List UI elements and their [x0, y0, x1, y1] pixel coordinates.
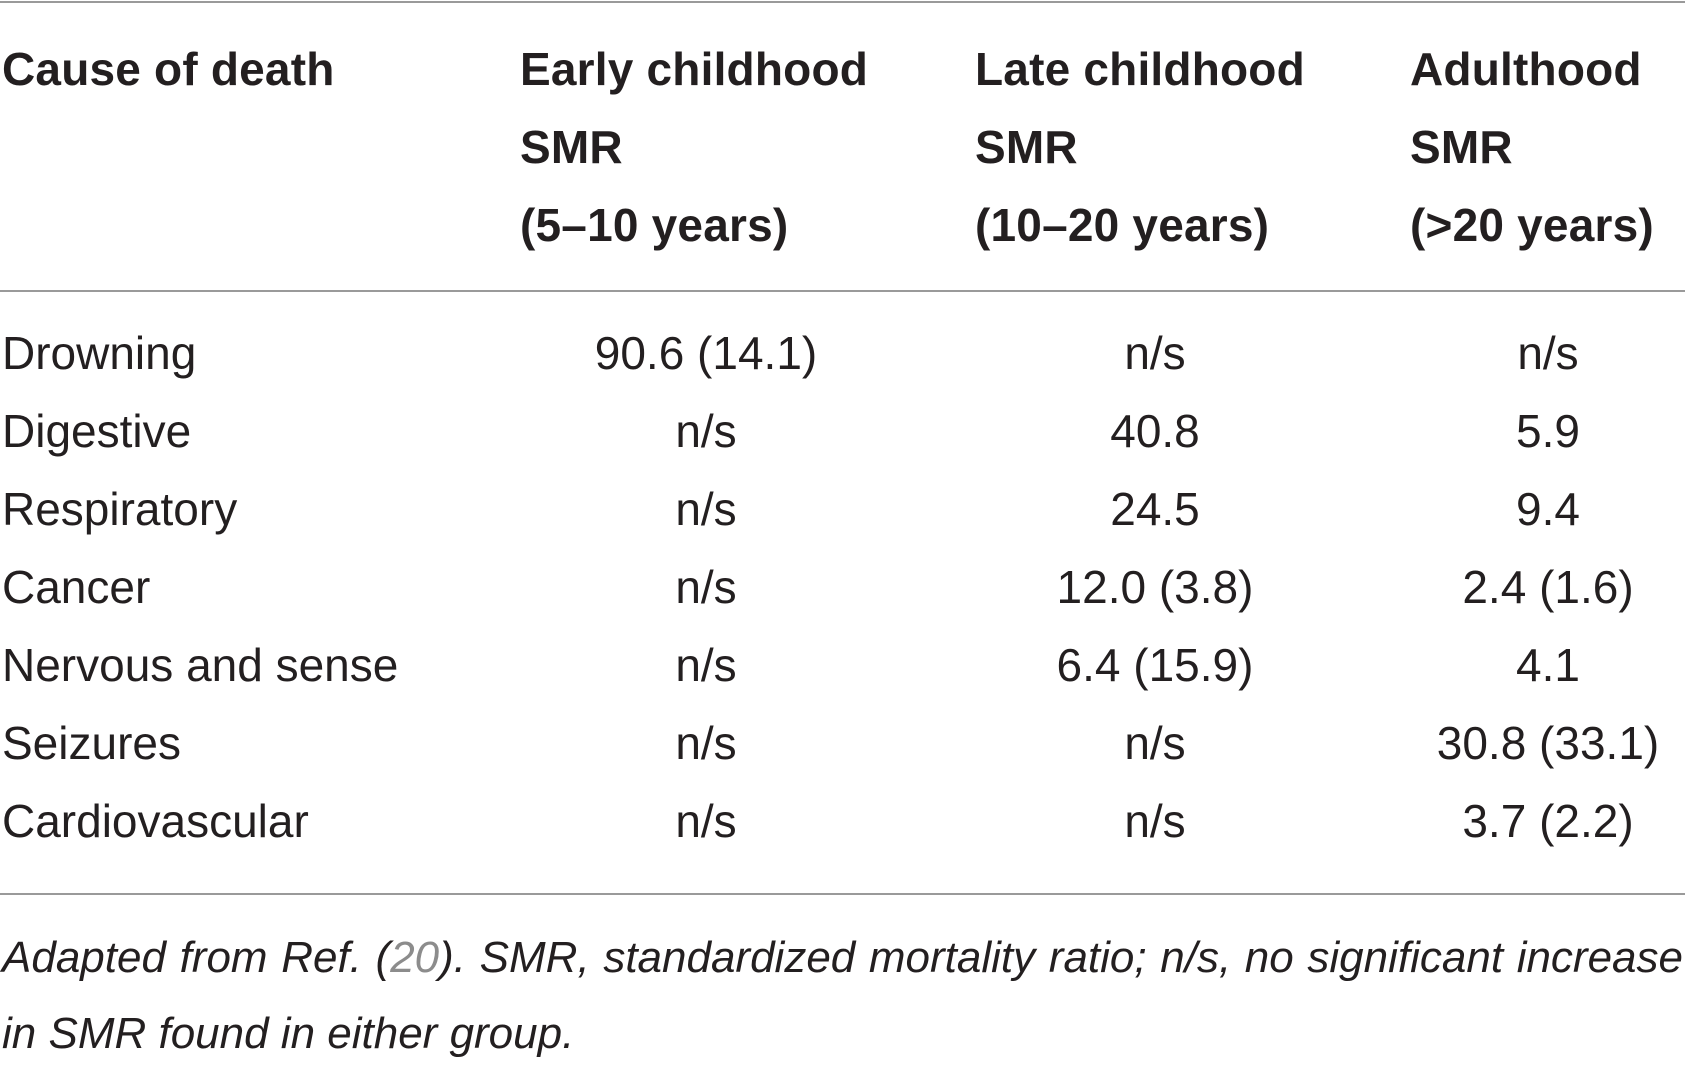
late-smr-cell: n/s	[1124, 795, 1186, 847]
adult-smr-cell: 30.8 (33.1)	[1436, 717, 1660, 769]
header-adulthood: Adulthood SMR (>20 years)	[1410, 30, 1654, 264]
early-smr-cell: n/s	[675, 717, 737, 769]
table-row: Cancer n/s 12.0 (3.8) 2.4 (1.6)	[0, 548, 1685, 626]
early-smr-cell: n/s	[675, 639, 737, 691]
table-row: Drowning 90.6 (14.1) n/s n/s	[0, 314, 1685, 392]
early-smr-cell: n/s	[675, 405, 737, 457]
header-line: (5–10 years)	[520, 199, 789, 251]
header-early-childhood: Early childhood SMR (5–10 years)	[520, 30, 868, 264]
header-separator-rule	[0, 290, 1685, 292]
table-bottom-rule	[0, 893, 1685, 895]
table-row: Nervous and sense n/s 6.4 (15.9) 4.1	[0, 626, 1685, 704]
early-smr-cell: n/s	[675, 483, 737, 535]
adult-smr-cell: 5.9	[1516, 405, 1580, 457]
table-row: Digestive n/s 40.8 5.9	[0, 392, 1685, 470]
early-smr-cell: n/s	[675, 561, 737, 613]
table-top-rule	[0, 1, 1685, 3]
table-footnote: Adapted from Ref. (20). SMR, standardize…	[2, 920, 1683, 1072]
header-line: Adulthood	[1410, 43, 1642, 95]
reference-link[interactable]: 20	[390, 933, 440, 982]
header-cause-of-death: Cause of death	[2, 30, 335, 108]
header-line: SMR	[1410, 121, 1513, 173]
adult-smr-cell: 3.7 (2.2)	[1462, 795, 1634, 847]
cause-cell: Drowning	[2, 327, 197, 379]
cause-cell: Cancer	[2, 561, 151, 613]
adult-smr-cell: 9.4	[1516, 483, 1580, 535]
cause-cell: Digestive	[2, 405, 192, 457]
cause-cell: Nervous and sense	[2, 639, 399, 691]
header-line: (>20 years)	[1410, 199, 1654, 251]
header-line: SMR	[520, 121, 623, 173]
late-smr-cell: 24.5	[1110, 483, 1200, 535]
adult-smr-cell: 2.4 (1.6)	[1462, 561, 1634, 613]
cause-cell: Seizures	[2, 717, 181, 769]
early-smr-cell: n/s	[675, 795, 737, 847]
header-late-childhood: Late childhood SMR (10–20 years)	[975, 30, 1305, 264]
footnote-text-before: Adapted from Ref. (	[2, 933, 391, 982]
late-smr-cell: 12.0 (3.8)	[1056, 561, 1254, 613]
header-line: SMR	[975, 121, 1078, 173]
early-smr-cell: 90.6 (14.1)	[594, 327, 818, 379]
cause-cell: Cardiovascular	[2, 795, 309, 847]
late-smr-cell: 6.4 (15.9)	[1056, 639, 1254, 691]
header-line: (10–20 years)	[975, 199, 1270, 251]
table-row: Seizures n/s n/s 30.8 (33.1)	[0, 704, 1685, 782]
footnote-text-after: ). SMR, standardized mortality ratio; n/…	[2, 933, 1684, 1058]
table-row: Cardiovascular n/s n/s 3.7 (2.2)	[0, 782, 1685, 860]
late-smr-cell: n/s	[1124, 327, 1186, 379]
late-smr-cell: 40.8	[1110, 405, 1200, 457]
adult-smr-cell: n/s	[1517, 327, 1579, 379]
cause-cell: Respiratory	[2, 483, 238, 535]
header-line: Early childhood	[520, 43, 869, 95]
header-line: Cause of death	[2, 43, 335, 95]
adult-smr-cell: 4.1	[1516, 639, 1580, 691]
late-smr-cell: n/s	[1124, 717, 1186, 769]
table-row: Respiratory n/s 24.5 9.4	[0, 470, 1685, 548]
header-line: Late childhood	[975, 43, 1305, 95]
